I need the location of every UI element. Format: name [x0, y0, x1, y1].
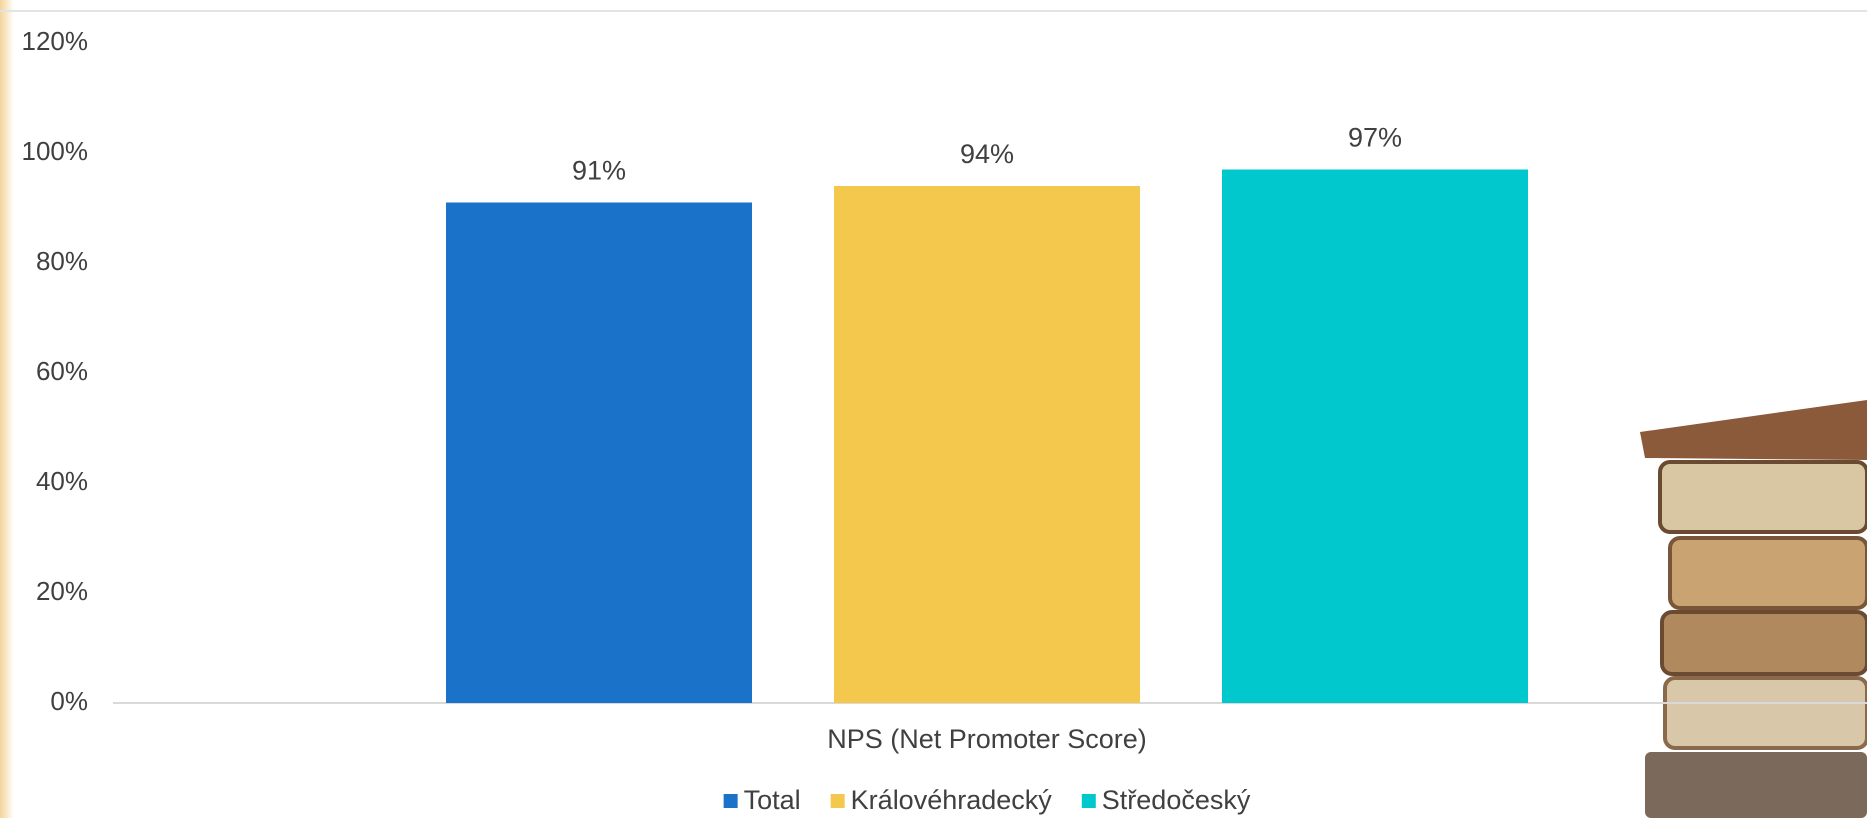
- y-tick-label: 0%: [50, 686, 88, 716]
- y-tick-label: 40%: [36, 466, 88, 496]
- bar: [1222, 169, 1528, 703]
- data-label: 91%: [572, 156, 626, 186]
- page-edge: [0, 0, 14, 818]
- y-tick-label: 120%: [22, 26, 89, 56]
- data-label: 97%: [1348, 123, 1402, 153]
- y-tick-label: 100%: [22, 136, 89, 166]
- y-tick-label: 80%: [36, 246, 88, 276]
- bar: [834, 186, 1140, 703]
- bar: [446, 202, 752, 703]
- y-tick-label: 60%: [36, 356, 88, 386]
- legend-label: Total: [744, 785, 801, 815]
- legend-swatch: [830, 794, 845, 808]
- legend-swatch: [1081, 794, 1096, 808]
- books-image: [1640, 400, 1867, 818]
- legend-label: Královéhradecký: [851, 785, 1053, 815]
- y-tick-label: 20%: [36, 576, 88, 606]
- x-tick-label: NPS (Net Promoter Score): [827, 724, 1147, 754]
- data-label: 94%: [960, 139, 1014, 169]
- legend-swatch: [723, 794, 738, 808]
- legend-label: Středočeský: [1102, 785, 1251, 815]
